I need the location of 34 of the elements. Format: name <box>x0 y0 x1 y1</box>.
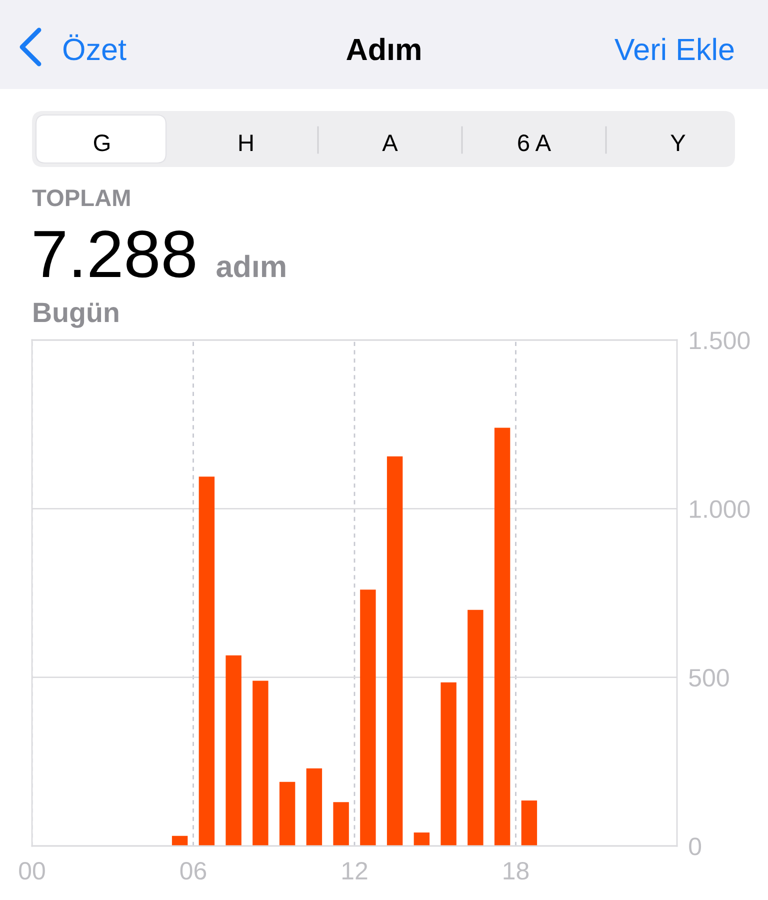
x-tick-label: 18 <box>504 862 529 880</box>
bar <box>494 428 510 846</box>
bar <box>306 768 322 846</box>
y-tick-label: 0 <box>689 838 702 856</box>
text: Özet <box>63 34 126 60</box>
text: G <box>94 134 110 152</box>
bar <box>252 680 268 846</box>
text: Y <box>670 134 686 151</box>
bar <box>414 832 430 846</box>
y-tick-label: 500 <box>689 668 729 687</box>
bar <box>440 682 456 846</box>
text: 6 A <box>518 134 552 152</box>
chart-title: Adım <box>346 38 420 60</box>
text: 7.288 <box>34 230 195 278</box>
bar <box>226 655 242 846</box>
text: adım <box>216 254 286 278</box>
text: TOPLAM <box>32 190 130 206</box>
bar <box>386 456 403 846</box>
text: Veri Ekle <box>614 38 734 60</box>
bar <box>198 476 215 846</box>
bar <box>172 836 188 846</box>
x-tick-label: 00 <box>19 862 45 880</box>
text: H <box>239 134 253 151</box>
x-tick-label: 12 <box>342 862 368 880</box>
text: A <box>382 134 398 151</box>
y-tick-label: 1.000 <box>690 500 750 518</box>
bar <box>468 610 484 846</box>
x-tick-label: 06 <box>180 862 206 880</box>
y-tick-label: 1.500 <box>690 332 750 350</box>
bar <box>360 590 376 846</box>
chart-subtitle: Bugün <box>34 302 118 328</box>
bar <box>279 782 296 846</box>
bar <box>333 802 349 846</box>
bar <box>521 800 538 846</box>
